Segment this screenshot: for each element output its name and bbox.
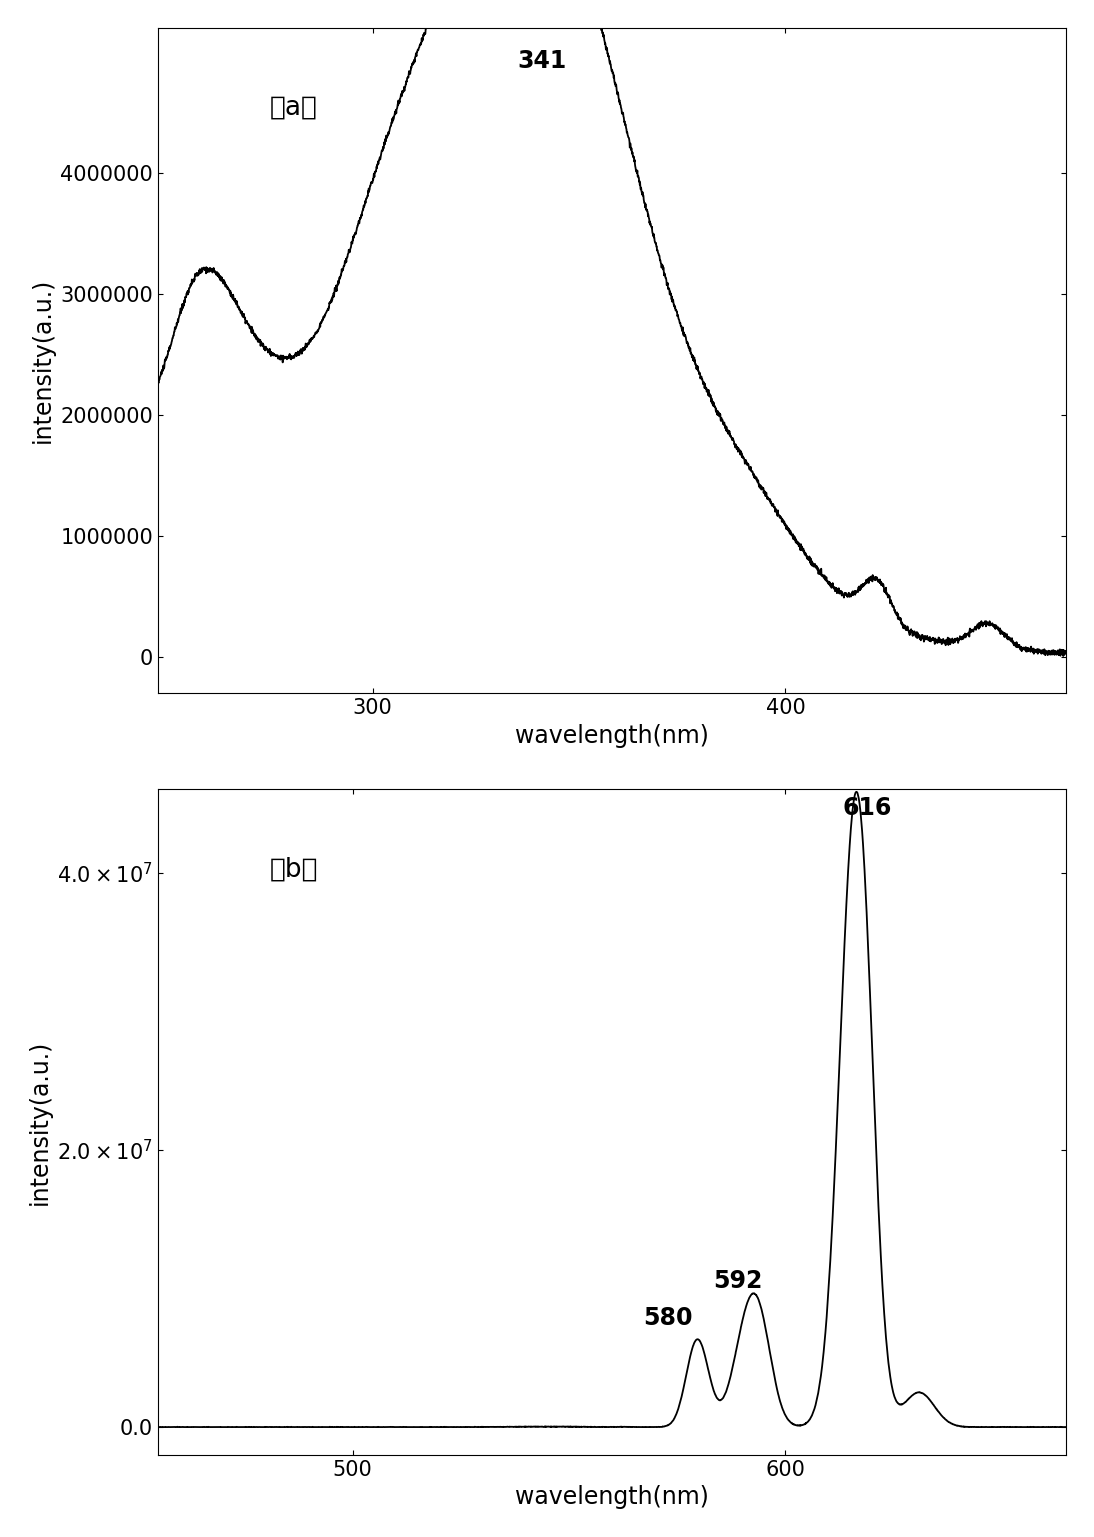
Text: 592: 592 [713,1268,763,1293]
Text: （a）: （a） [270,95,318,120]
Y-axis label: intensity(a.u.): intensity(a.u.) [27,1039,51,1205]
Text: 341: 341 [517,49,567,72]
Text: 616: 616 [842,796,892,819]
X-axis label: wavelength(nm): wavelength(nm) [515,1485,709,1509]
X-axis label: wavelength(nm): wavelength(nm) [515,724,709,747]
Y-axis label: intensity(a.u.): intensity(a.u.) [31,278,55,443]
Text: 580: 580 [643,1306,693,1330]
Text: （b）: （b） [270,856,318,882]
